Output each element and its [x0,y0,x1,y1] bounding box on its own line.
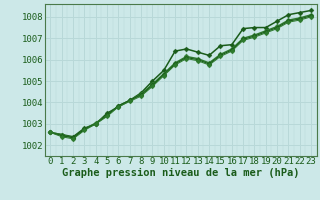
X-axis label: Graphe pression niveau de la mer (hPa): Graphe pression niveau de la mer (hPa) [62,168,300,178]
